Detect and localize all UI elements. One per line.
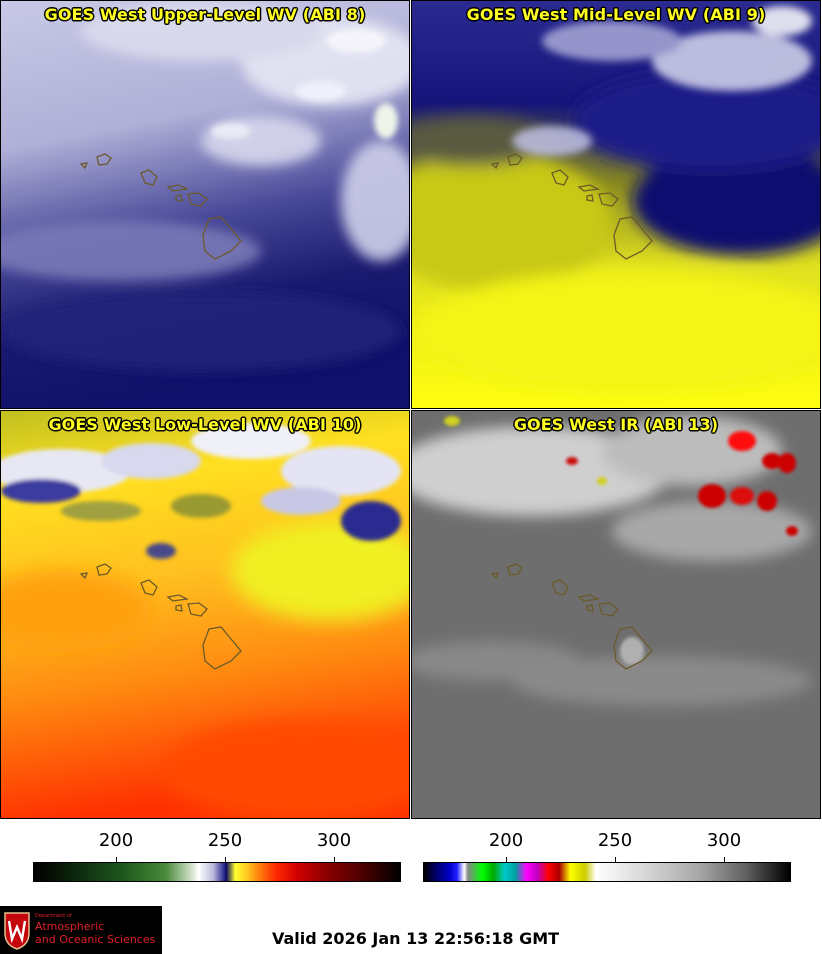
panel-low-level-wv: GOES West Low-Level WV (ABI 10) — [0, 410, 410, 819]
colorbar-tick — [334, 857, 335, 862]
colorbar-tick-label: 300 — [316, 830, 352, 851]
logo-line-2: Atmospheric — [35, 920, 105, 933]
panel-mid-level-wv: GOES West Mid-Level WV (ABI 9) — [411, 0, 821, 409]
upper-level-wv-image — [1, 1, 409, 408]
wv-colorbar — [33, 862, 401, 882]
panel-title: GOES West Low-Level WV (ABI 10) — [48, 415, 362, 434]
panel-upper-level-wv: GOES West Upper-Level WV (ABI 8) — [0, 0, 410, 409]
valid-time: Valid 2026 Jan 13 22:56:18 GMT — [272, 929, 560, 948]
colorbar-tick — [225, 857, 226, 862]
colorbar-tick-label: 200 — [488, 830, 524, 851]
colorbar-tick-label: 250 — [597, 830, 633, 851]
colorbar-tick-label: 200 — [98, 830, 134, 851]
colorbar-tick — [724, 857, 725, 862]
ir-image — [412, 411, 820, 818]
panel-title: GOES West IR (ABI 13) — [513, 415, 719, 434]
panel-title: GOES West Upper-Level WV (ABI 8) — [44, 5, 366, 24]
low-level-wv-image — [1, 411, 409, 818]
colorbar-tick — [506, 857, 507, 862]
logo-line-1: Department of — [35, 913, 72, 919]
aos-logo: Department of Atmospheric and Oceanic Sc… — [0, 906, 162, 954]
colorbar-tick-label: 300 — [706, 830, 742, 851]
mid-level-wv-image — [412, 1, 820, 408]
colorbar-tick — [116, 857, 117, 862]
colorbar-tick — [615, 857, 616, 862]
uw-crest-icon — [4, 912, 30, 950]
panel-ir: GOES West IR (ABI 13) — [411, 410, 821, 819]
colorbar-tick-label: 250 — [207, 830, 243, 851]
logo-line-3: and Oceanic Sciences — [35, 933, 156, 946]
ir-colorbar — [423, 862, 791, 882]
panel-title: GOES West Mid-Level WV (ABI 9) — [466, 5, 766, 24]
